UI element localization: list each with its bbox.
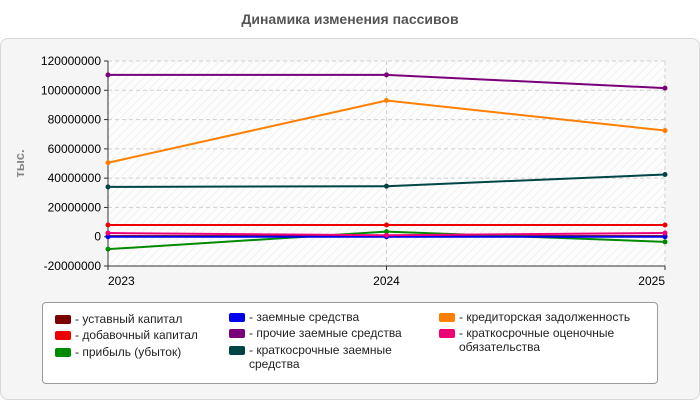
line-chart: 120000000 100000000 80000000 60000000 400000… bbox=[12, 54, 668, 288]
y-tick-label: 0 bbox=[94, 230, 101, 244]
data-point bbox=[384, 229, 389, 235]
data-point bbox=[105, 234, 111, 240]
tick-labels: 120000000 100000000 80000000 60000000 400000… bbox=[41, 54, 665, 288]
data-point bbox=[662, 239, 668, 245]
x-tick-label: 2023 bbox=[108, 274, 135, 288]
data-point bbox=[105, 230, 111, 236]
y-tick-label: 20000000 bbox=[48, 200, 102, 214]
data-point bbox=[384, 222, 389, 228]
legend-label: - прибыль (убыток) bbox=[75, 345, 182, 359]
legend-item: - заемные средства bbox=[229, 310, 429, 324]
legend-item: - краткосрочные оценочные обязательства bbox=[439, 326, 639, 354]
legend-item: - прибыль (убыток) bbox=[55, 345, 225, 359]
y-tick-label: 100000000 bbox=[41, 83, 101, 97]
x-tick-label: 2025 bbox=[638, 274, 665, 288]
data-point bbox=[105, 160, 111, 166]
legend-swatch bbox=[229, 346, 245, 355]
data-point bbox=[662, 230, 668, 236]
y-tick-label: -20000000 bbox=[44, 259, 102, 273]
x-tick-label: 2024 bbox=[373, 274, 400, 288]
legend-swatch bbox=[229, 329, 245, 338]
legend-swatch bbox=[229, 313, 245, 322]
y-tick-label: 80000000 bbox=[48, 113, 102, 127]
legend-label: - кредиторская задолженность bbox=[459, 310, 631, 324]
legend-label: - краткосрочные заемные средства bbox=[249, 343, 392, 371]
data-point bbox=[105, 246, 111, 252]
y-axis-label: тыс. bbox=[12, 149, 27, 177]
data-point bbox=[105, 222, 111, 228]
legend-label: - краткосрочные оценочные обязательства bbox=[459, 326, 615, 354]
data-point bbox=[384, 98, 389, 104]
legend-swatch bbox=[55, 331, 71, 340]
data-point bbox=[384, 72, 389, 78]
legend-item: - уставный капитал bbox=[55, 312, 225, 326]
legend-item: - краткосрочные заемные средства bbox=[229, 343, 409, 371]
y-tick-label: 40000000 bbox=[48, 171, 102, 185]
chart-title: Динамика изменения пассивов bbox=[241, 11, 459, 27]
data-point bbox=[662, 128, 668, 134]
data-point bbox=[105, 184, 111, 190]
data-point bbox=[105, 72, 111, 78]
legend-item: - прочие заемные средства bbox=[229, 326, 429, 340]
legend-label: - прочие заемные средства bbox=[249, 326, 402, 340]
legend: - уставный капитал - добавочный капитал - … bbox=[42, 302, 658, 384]
legend-swatch bbox=[439, 329, 455, 338]
legend-item: - добавочный капитал bbox=[55, 328, 225, 342]
data-point bbox=[662, 85, 668, 91]
legend-swatch bbox=[55, 315, 71, 324]
data-point bbox=[384, 232, 389, 238]
legend-swatch bbox=[439, 313, 455, 322]
legend-label: - заемные средства bbox=[249, 310, 360, 324]
legend-label: - добавочный капитал bbox=[75, 328, 198, 342]
legend-item: - кредиторская задолженность bbox=[439, 310, 649, 324]
series-group bbox=[105, 72, 668, 252]
legend-label: - уставный капитал bbox=[75, 312, 183, 326]
legend-swatch bbox=[55, 348, 71, 357]
y-tick-label: 60000000 bbox=[48, 142, 102, 156]
data-point bbox=[662, 171, 668, 177]
y-tick-label: 120000000 bbox=[41, 54, 101, 68]
data-point bbox=[662, 234, 668, 240]
data-point bbox=[662, 222, 668, 228]
data-point bbox=[384, 183, 389, 189]
